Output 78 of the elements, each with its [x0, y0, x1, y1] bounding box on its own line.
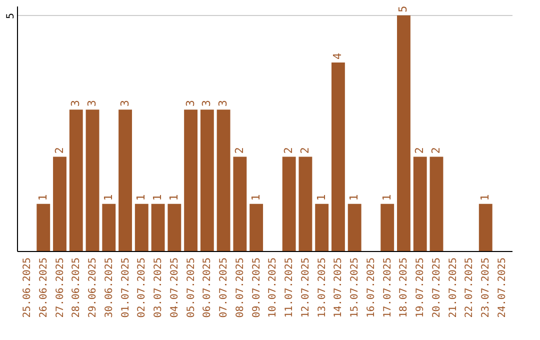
- bar: [102, 204, 116, 251]
- bar: [168, 204, 182, 251]
- bar: [184, 110, 198, 251]
- x-tick-label: 27.06.2025: [54, 258, 66, 318]
- x-tick-label: 30.06.2025: [104, 258, 115, 318]
- data-label: 2: [429, 147, 442, 154]
- bar: [315, 204, 329, 251]
- data-label: 3: [118, 100, 132, 107]
- data-label: 1: [478, 194, 492, 201]
- x-tick-label: 01.07.2025: [120, 258, 132, 318]
- x-tick-label: 15.07.2025: [350, 258, 361, 318]
- bar: [86, 110, 100, 251]
- x-tick-label: 24.07.2025: [497, 258, 508, 318]
- x-tick-label: 10.07.2025: [268, 258, 279, 318]
- x-tick-label: 03.07.2025: [153, 258, 164, 318]
- bar: [478, 204, 492, 251]
- x-tick-label: 06.07.2025: [202, 258, 214, 318]
- x-tick-label: 16.07.2025: [366, 258, 377, 318]
- data-label: 2: [298, 147, 312, 154]
- x-tick-label: 11.07.2025: [284, 258, 296, 318]
- x-tick-label: 02.07.2025: [136, 258, 148, 318]
- data-label: 1: [380, 194, 394, 201]
- bar: [348, 204, 362, 251]
- x-tick-label: 21.07.2025: [448, 258, 459, 318]
- bar: [53, 156, 66, 251]
- data-label: 1: [167, 194, 180, 201]
- x-tick-label: 28.06.2025: [71, 258, 82, 318]
- bar: [430, 156, 444, 251]
- data-label: 3: [184, 100, 197, 107]
- data-label: 1: [314, 194, 328, 201]
- data-label: 2: [232, 147, 246, 154]
- bar: [233, 156, 247, 251]
- x-tick-label: 29.06.2025: [88, 258, 99, 318]
- data-label: 1: [36, 194, 50, 201]
- bar: [69, 110, 83, 251]
- data-label: 3: [86, 100, 99, 107]
- bar: [36, 204, 50, 251]
- data-label: 1: [102, 194, 115, 201]
- bar: [380, 204, 394, 251]
- bar: [134, 204, 148, 251]
- x-tick-label: 22.07.2025: [464, 258, 476, 318]
- x-tick-label: 20.07.2025: [431, 258, 442, 318]
- x-tick-label: 19.07.2025: [415, 258, 426, 318]
- x-tick-label: 09.07.2025: [251, 258, 262, 318]
- x-tick-label: 12.07.2025: [300, 258, 312, 318]
- bar: [413, 156, 427, 251]
- data-label: 2: [282, 147, 296, 154]
- x-tick-label: 04.07.2025: [169, 258, 180, 318]
- data-label: 3: [200, 100, 214, 107]
- x-tick-label: 07.07.2025: [218, 258, 230, 318]
- x-tick-label: 08.07.2025: [234, 258, 246, 318]
- data-label: 3: [69, 100, 82, 107]
- data-label: 1: [134, 194, 148, 201]
- bar: [331, 62, 345, 251]
- x-tick-label: 13.07.2025: [316, 258, 328, 318]
- data-label: 1: [348, 194, 361, 201]
- data-label: 2: [52, 147, 66, 154]
- bar: [200, 110, 214, 251]
- x-tick-label: 25.06.2025: [22, 258, 33, 318]
- bar: [151, 204, 165, 251]
- x-tick-label: 18.07.2025: [398, 258, 410, 318]
- bar: [118, 110, 132, 251]
- data-label: 2: [413, 147, 426, 154]
- bar: [216, 110, 230, 251]
- bar: [397, 15, 410, 251]
- data-label: 4: [331, 52, 344, 60]
- x-tick-label: 17.07.2025: [382, 258, 394, 318]
- bar: [250, 204, 264, 251]
- data-label: 3: [216, 100, 230, 107]
- x-tick-label: 23.07.2025: [480, 258, 492, 318]
- data-label: 1: [249, 194, 262, 201]
- data-label: 1: [151, 194, 164, 201]
- x-tick-label: 05.07.2025: [186, 258, 197, 318]
- bar: [298, 156, 312, 251]
- bar: [282, 156, 296, 251]
- x-tick-label: 14.07.2025: [333, 258, 344, 318]
- x-tick-label: 26.06.2025: [38, 258, 50, 318]
- data-label: 5: [396, 6, 410, 12]
